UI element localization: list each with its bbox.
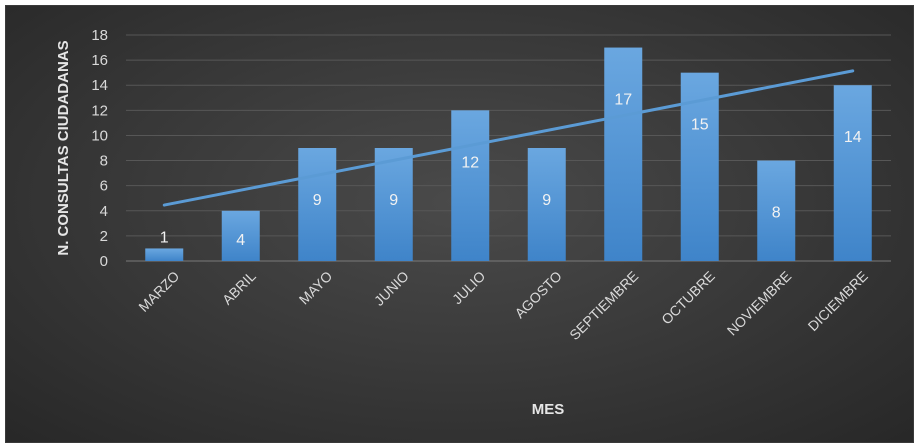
y-axis-ticks: 0 2 4 6 8 10 12 14 16 18 (91, 27, 108, 270)
data-label: 15 (691, 117, 709, 134)
data-label: 17 (614, 92, 632, 109)
x-tick-label: OCTUBRE (658, 268, 718, 328)
bar (298, 148, 337, 261)
x-tick-label: MAYO (296, 268, 336, 308)
y-tick-label: 4 (100, 203, 108, 220)
bar (145, 248, 184, 261)
y-tick-label: 8 (100, 153, 108, 170)
data-label: 14 (844, 129, 862, 146)
bar (451, 110, 490, 261)
y-axis-title: N. CONSULTAS CIUDADANAS (55, 40, 72, 255)
data-label: 8 (772, 205, 781, 222)
data-label: 4 (236, 232, 245, 249)
data-label: 9 (313, 192, 322, 209)
bar (527, 148, 566, 261)
x-tick-label: AGOSTO (511, 268, 565, 322)
x-tick-label: JULIO (449, 268, 488, 307)
y-tick-label: 0 (100, 253, 108, 270)
y-tick-label: 18 (91, 27, 108, 44)
y-tick-label: 12 (91, 102, 108, 119)
x-axis-ticks: MARZO ABRIL MAYO JUNIO JULIO AGOSTO SEPTIEMBRE… (135, 268, 871, 343)
x-tick-label: MARZO (135, 268, 182, 315)
x-tick-label: JUNIO (371, 268, 412, 309)
data-label: 9 (542, 192, 551, 209)
bar (374, 148, 413, 261)
x-axis-title: MES (532, 401, 565, 418)
y-tick-label: 2 (100, 228, 108, 245)
data-label: 1 (160, 229, 169, 246)
data-label: 12 (461, 154, 479, 171)
chart-frame: 0 2 4 6 8 10 12 14 16 18 1 4 9 9 12 9 17 15 8 14 MARZO ABRI… (5, 5, 914, 443)
x-tick-label: SEPTIEMBRE (566, 268, 641, 343)
bar (221, 210, 260, 261)
y-tick-label: 14 (91, 77, 108, 94)
bar (604, 47, 643, 261)
x-tick-label: DICIEMBRE (805, 268, 871, 334)
bar (757, 160, 796, 261)
x-tick-label: NOVIEMBRE (724, 268, 795, 339)
y-tick-label: 10 (91, 127, 108, 144)
y-tick-label: 6 (100, 178, 108, 195)
x-tick-label: ABRIL (219, 268, 259, 308)
y-tick-label: 16 (91, 52, 108, 69)
bar (833, 85, 872, 261)
data-label: 9 (389, 192, 398, 209)
trend-line (162, 69, 855, 207)
bars (145, 47, 872, 262)
